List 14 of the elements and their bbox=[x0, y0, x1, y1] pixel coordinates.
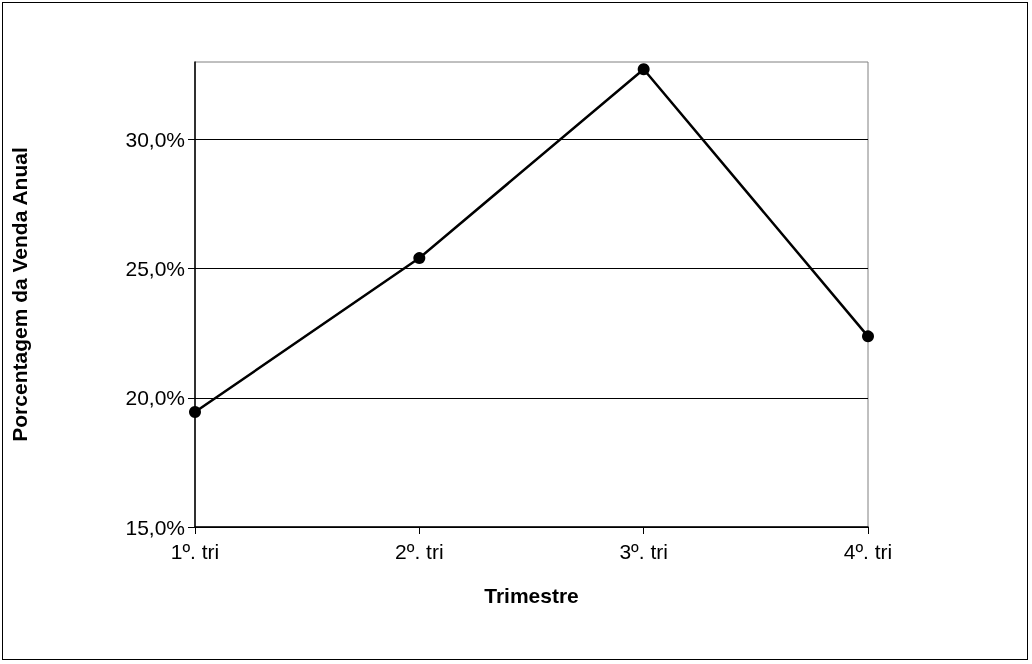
point bbox=[637, 63, 650, 76]
y-tick-label: 30,0% bbox=[125, 128, 185, 151]
y-tick-label: 15,0% bbox=[125, 515, 185, 539]
x-tick-label: 1º. tri bbox=[170, 540, 220, 563]
point bbox=[413, 252, 426, 265]
y-axis-title: Porcentagem da Venda Anual bbox=[8, 147, 31, 442]
x-axis-title: Trimestre bbox=[484, 584, 579, 607]
y-tick-label: 20,0% bbox=[125, 386, 185, 410]
x-tick-label: 3º. tri bbox=[619, 540, 668, 563]
point bbox=[862, 330, 874, 343]
x-tick-label: 4º. tri bbox=[843, 540, 893, 563]
point bbox=[189, 406, 201, 419]
x-tick-label: 2º. tri bbox=[395, 540, 444, 563]
y-tick-label: 25,0% bbox=[125, 257, 185, 281]
